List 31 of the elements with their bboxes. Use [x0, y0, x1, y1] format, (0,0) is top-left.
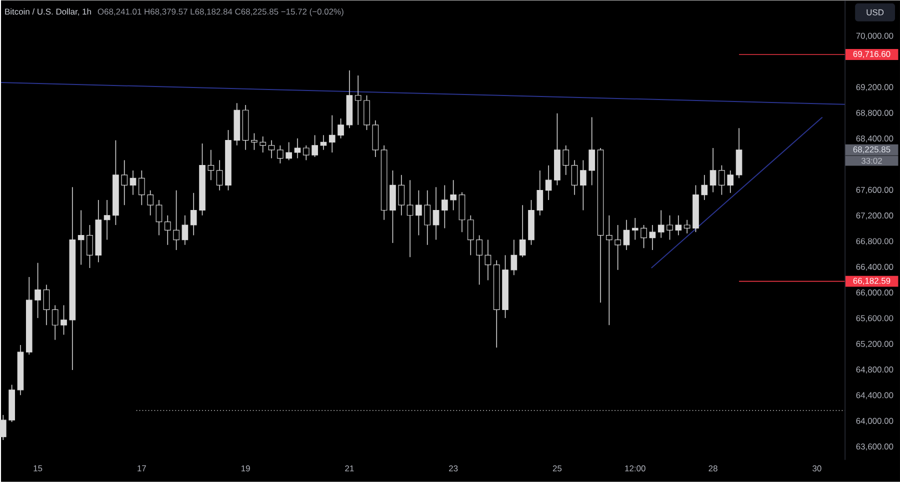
y-tick-label: 68,800.00: [856, 110, 894, 117]
y-tick-label: 67,600.00: [856, 186, 894, 194]
y-tick-label: 64,400.00: [856, 392, 894, 400]
y-tick-label: 67,200.00: [856, 212, 894, 220]
text: 33:02: [861, 158, 882, 164]
x-tick-label: 21: [345, 465, 354, 472]
y-tick-label: 64,800.00: [856, 366, 894, 374]
x-tick-label: 28: [708, 465, 718, 472]
y-tick-label: 69,200.00: [856, 84, 894, 92]
x-tick-label: 15: [34, 465, 42, 472]
y-tick-label: 65,200.00: [856, 340, 894, 348]
y-tick-label: 70,000.00: [856, 32, 894, 40]
x-tick-label: 19: [242, 465, 250, 472]
x-tick-label: 17: [138, 465, 146, 472]
y-tick-label: 66,000.00: [856, 290, 894, 297]
y-tick-label: 66,800.00: [856, 238, 894, 246]
text: O68,241.01 H68,379.57 L68,182.84 C68,225.85 −15.72 (−0.02%): [98, 8, 344, 16]
text: 68,225.85: [853, 146, 890, 154]
x-tick-label: 30: [812, 465, 822, 472]
y-tick-label: 68,400.00: [856, 136, 894, 143]
ref-line-label: 66,182.59: [853, 278, 890, 285]
text: USD: [866, 9, 884, 16]
x-tick-label: 25: [552, 465, 562, 472]
x-tick-label: 23: [449, 465, 458, 472]
y-tick-label: 64,000.00: [856, 418, 894, 425]
y-tick-label: 66,400.00: [856, 264, 894, 271]
y-tick-label: 63,600.00: [856, 444, 894, 451]
x-tick-label: 12:00: [625, 465, 646, 472]
text: Bitcoin / U.S. Dollar, 1h: [5, 8, 91, 16]
ref-line-label: 69,716.60: [853, 51, 890, 58]
y-tick-label: 65,600.00: [856, 315, 894, 322]
